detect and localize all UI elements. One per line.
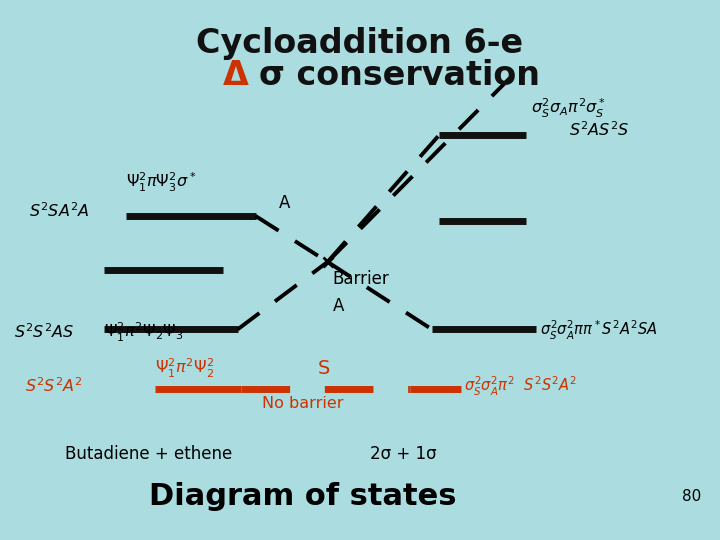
Text: $S^2S^2AS$: $S^2S^2AS$	[14, 323, 75, 341]
Text: Butadiene + ethene: Butadiene + ethene	[65, 444, 232, 463]
Text: Barrier: Barrier	[333, 270, 390, 288]
Text: $\sigma_S^2\sigma_A^2\pi^2\ \ S^2S^2A^2$: $\sigma_S^2\sigma_A^2\pi^2\ \ S^2S^2A^2$	[464, 375, 577, 397]
Text: 2σ + 1σ: 2σ + 1σ	[370, 444, 436, 463]
Text: $\Psi_1^2\pi\Psi_3^2\sigma^*$: $\Psi_1^2\pi\Psi_3^2\sigma^*$	[126, 171, 197, 194]
Text: $S^2AS^2S$: $S^2AS^2S$	[569, 120, 629, 139]
Text: 80: 80	[682, 489, 701, 504]
Text: A: A	[333, 297, 344, 315]
Text: $\sigma_S^2\sigma_A^2\pi\pi^*S^2A^2SA$: $\sigma_S^2\sigma_A^2\pi\pi^*S^2A^2SA$	[540, 319, 657, 342]
Text: $S^2SA^2A$: $S^2SA^2A$	[29, 201, 89, 220]
Text: σ conservation: σ conservation	[259, 59, 540, 92]
Text: $\sigma_S^2\sigma_A\pi^2\sigma_S^*$: $\sigma_S^2\sigma_A\pi^2\sigma_S^*$	[531, 97, 606, 119]
Text: Cycloaddition 6-e: Cycloaddition 6-e	[197, 26, 523, 60]
Text: Δ: Δ	[223, 59, 249, 92]
Text: A: A	[279, 194, 290, 212]
Text: S: S	[318, 359, 330, 378]
Text: Diagram of states: Diagram of states	[148, 482, 456, 511]
Text: $\Psi_1^2\pi^2\Psi_2\Psi_3$: $\Psi_1^2\pi^2\Psi_2\Psi_3$	[104, 321, 184, 343]
Text: $S^2S^2A^2$: $S^2S^2A^2$	[25, 377, 83, 395]
Text: No barrier: No barrier	[261, 396, 343, 411]
Text: $\Psi_1^2\pi^2\Psi_2^2$: $\Psi_1^2\pi^2\Psi_2^2$	[155, 357, 214, 380]
